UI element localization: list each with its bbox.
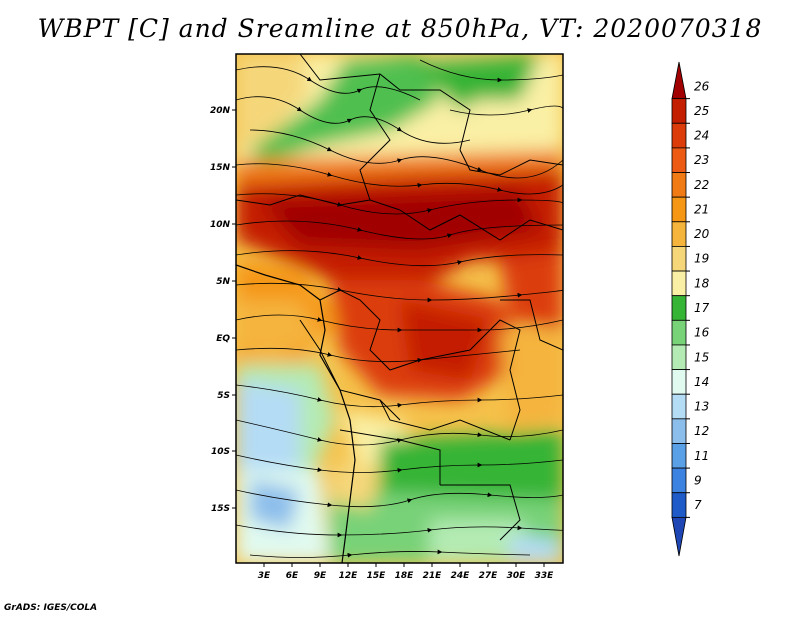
longitude-axis: 3E 6E 9E 12E 15E 18E 21E 24E 27E 30E 33E bbox=[258, 563, 554, 581]
lon-tick-label: 27E bbox=[479, 571, 499, 581]
colorbar-swatch bbox=[671, 393, 687, 420]
colorbar-label: 11 bbox=[694, 449, 709, 463]
map-frame bbox=[235, 53, 564, 564]
colorbar-swatch bbox=[671, 443, 687, 469]
lat-tick-label: 20N bbox=[210, 106, 231, 116]
lon-tick-label: 30E bbox=[507, 571, 527, 581]
lon-tick-label: 24E bbox=[451, 571, 471, 581]
lat-tick-label: 15S bbox=[211, 504, 230, 514]
lat-tick-label: 10N bbox=[210, 220, 231, 230]
colorbar-swatch bbox=[671, 98, 687, 124]
colorbar-label: 22 bbox=[694, 178, 709, 192]
grads-credit: GrADS: IGES/COLA bbox=[4, 603, 98, 613]
colorbar-label: 25 bbox=[694, 104, 709, 118]
wbpt-shading bbox=[236, 54, 563, 563]
lat-tick-label: 5N bbox=[216, 277, 230, 287]
colorbar-label: 21 bbox=[694, 202, 709, 216]
lat-tick-label: 10S bbox=[211, 447, 230, 457]
colorbar: 26 25 24 23 22 21 20 19 18 17 16 15 14 13 12 11 9 7 bbox=[671, 61, 710, 557]
colorbar-swatch bbox=[671, 61, 687, 100]
colorbar-label: 18 bbox=[694, 276, 710, 290]
colorbar-swatch bbox=[671, 516, 687, 557]
colorbar-label: 15 bbox=[694, 350, 709, 364]
colorbar-swatch bbox=[671, 344, 687, 370]
colorbar-label: 9 bbox=[694, 473, 702, 487]
lat-tick-label: 5S bbox=[217, 391, 230, 401]
colorbar-label: 7 bbox=[694, 498, 702, 512]
colorbar-swatch bbox=[671, 492, 687, 518]
lat-tick-label: EQ bbox=[216, 334, 230, 344]
colorbar-label: 14 bbox=[694, 375, 709, 389]
colorbar-swatch bbox=[671, 319, 687, 346]
lon-tick-label: 21E bbox=[423, 571, 443, 581]
lon-tick-label: 18E bbox=[395, 571, 415, 581]
colorbar-swatch bbox=[671, 196, 687, 223]
colorbar-swatch bbox=[671, 369, 687, 395]
colorbar-label: 26 bbox=[694, 79, 710, 93]
colorbar-swatch bbox=[671, 295, 687, 321]
colorbar-label: 20 bbox=[694, 227, 710, 241]
lon-tick-label: 15E bbox=[367, 571, 387, 581]
colorbar-swatch bbox=[671, 467, 687, 494]
colorbar-swatch bbox=[671, 418, 687, 444]
map-title: WBPT [C] and Sreamline at 850hPa, VT: 20… bbox=[37, 14, 763, 43]
map-panel bbox=[236, 54, 563, 563]
colorbar-label: 13 bbox=[694, 400, 709, 414]
colorbar-label: 24 bbox=[694, 129, 709, 143]
colorbar-swatch bbox=[671, 246, 687, 272]
lon-tick-label: 3E bbox=[258, 571, 271, 581]
latitude-axis: 20N 15N 10N 5N EQ 5S 10S 15S bbox=[210, 106, 236, 514]
colorbar-swatch bbox=[671, 122, 687, 149]
colorbar-label: 16 bbox=[694, 326, 710, 340]
lon-tick-label: 9E bbox=[314, 571, 327, 581]
colorbar-swatch bbox=[671, 270, 687, 297]
lat-tick-label: 15N bbox=[210, 163, 231, 173]
streamlines bbox=[236, 59, 563, 558]
colorbar-swatch bbox=[671, 221, 687, 247]
colorbar-label: 19 bbox=[694, 252, 709, 266]
colorbar-label: 17 bbox=[694, 301, 710, 315]
lon-tick-label: 12E bbox=[339, 571, 359, 581]
colorbar-swatch bbox=[671, 172, 687, 198]
colorbar-label: 12 bbox=[694, 424, 709, 438]
colorbar-label: 23 bbox=[694, 153, 709, 167]
colorbar-swatch bbox=[671, 147, 687, 173]
lon-tick-label: 6E bbox=[286, 571, 299, 581]
lon-tick-label: 33E bbox=[535, 571, 555, 581]
